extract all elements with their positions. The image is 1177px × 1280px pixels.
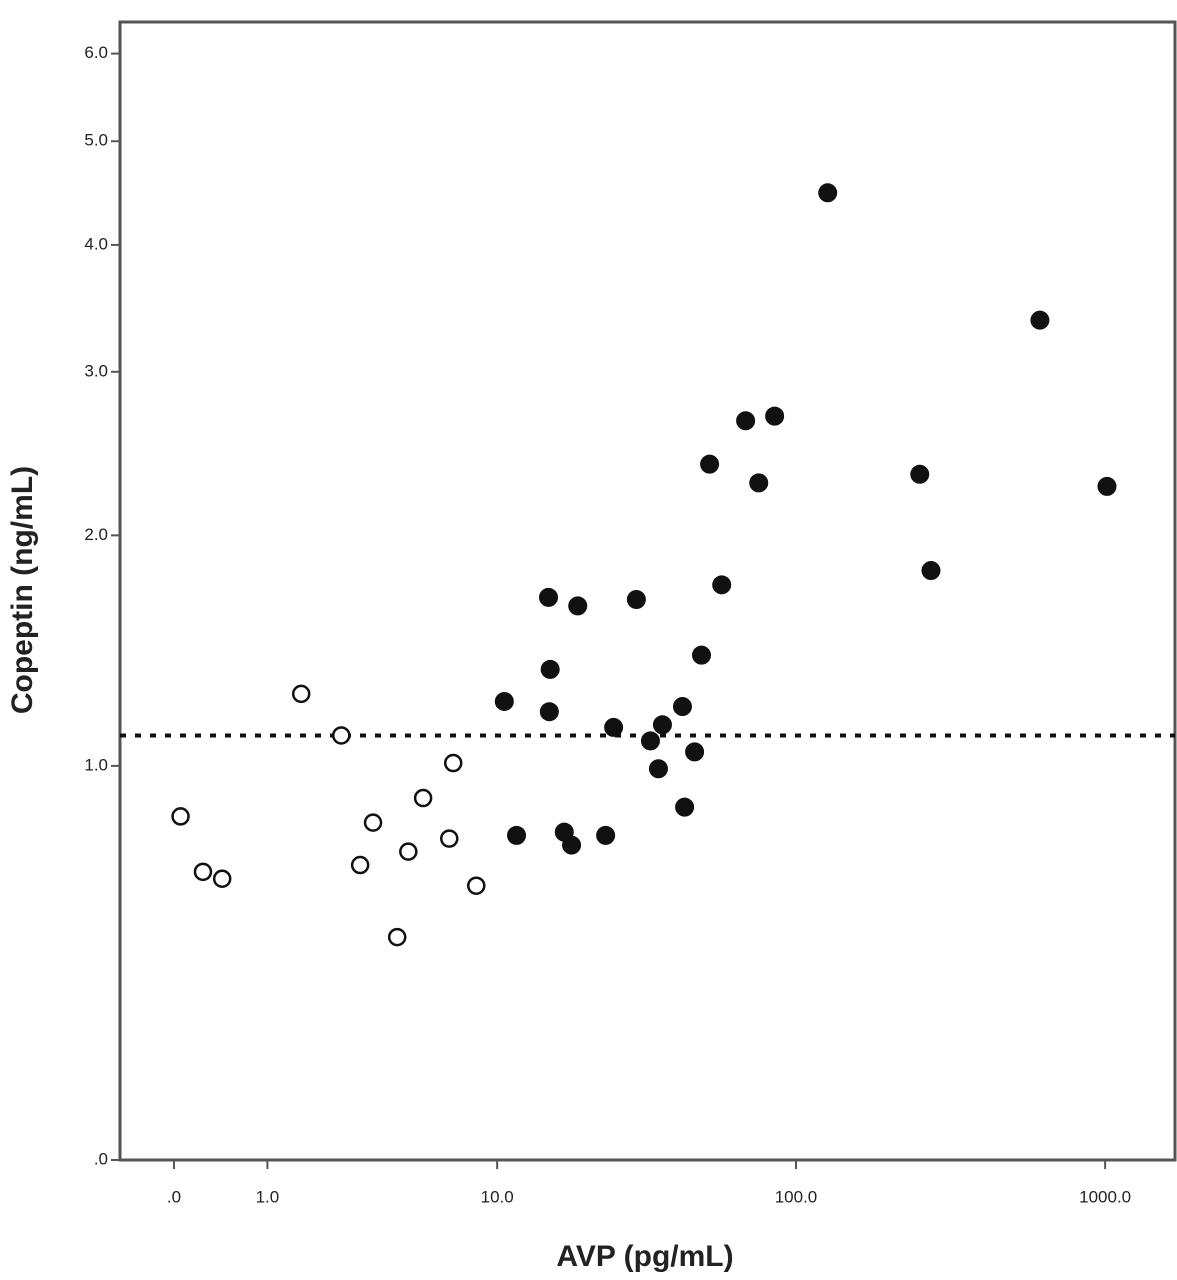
x-axis-title: AVP (pg/mL): [556, 1240, 733, 1273]
scatter-point: [749, 473, 769, 493]
scatter-point: [212, 869, 232, 888]
y-axis-title: Copeptin (ng/mL): [6, 466, 39, 714]
scatter-point: [507, 825, 527, 845]
plot-frame: [118, 20, 1177, 1162]
scatter-point: [562, 835, 582, 855]
scatter-point: [332, 726, 351, 745]
y-tick-label: 2.0: [84, 525, 108, 544]
scatter-point: [921, 561, 941, 581]
scatter-point: [692, 645, 712, 665]
scatter-point: [604, 717, 624, 737]
scatter-point: [387, 927, 407, 947]
x-tick-label: 1000.0: [1079, 1187, 1131, 1206]
y-tick-label: 4.0: [84, 234, 108, 253]
scatter-point: [640, 731, 660, 751]
scatter-point: [539, 587, 559, 607]
scatter-point: [712, 575, 732, 595]
scatter-point: [291, 684, 311, 704]
y-tick-label: 3.0: [84, 361, 108, 380]
scatter-point: [467, 876, 486, 895]
scatter-point: [765, 406, 785, 426]
scatter-point: [685, 742, 705, 762]
x-tick-label: 1.0: [256, 1187, 280, 1206]
scatter-point: [648, 759, 668, 779]
scatter-point: [350, 855, 370, 875]
y-tick-label: .0: [94, 1149, 108, 1168]
scatter-point: [1030, 310, 1050, 330]
scatter-point: [700, 454, 720, 474]
y-tick-label: 5.0: [84, 131, 108, 150]
x-tick-label: .0: [167, 1187, 181, 1206]
scatter-point: [193, 862, 213, 882]
scatter-point: [440, 829, 459, 848]
scatter-point: [1097, 476, 1117, 496]
x-tick-label: 100.0: [775, 1187, 818, 1206]
scatter-point: [818, 183, 838, 203]
scatter-point: [171, 807, 190, 826]
scatter-point: [363, 813, 383, 832]
scatter-point: [568, 596, 588, 616]
scatter-point: [494, 691, 514, 711]
scatter-point: [626, 589, 646, 609]
scatter-point: [540, 659, 560, 679]
scatter-point: [672, 697, 692, 717]
y-tick-label: 1.0: [84, 755, 108, 774]
scatter-point: [539, 702, 559, 722]
scatter-point: [443, 753, 463, 773]
scatter-point: [413, 788, 433, 808]
scatter-point: [652, 715, 672, 735]
scatter-point: [910, 464, 930, 484]
scatter-point: [736, 411, 756, 431]
scatter-point: [399, 842, 418, 861]
scatter-point: [675, 797, 695, 817]
scatter-point: [596, 825, 616, 845]
y-tick-label: 6.0: [84, 43, 108, 62]
x-tick-label: 10.0: [481, 1187, 514, 1206]
